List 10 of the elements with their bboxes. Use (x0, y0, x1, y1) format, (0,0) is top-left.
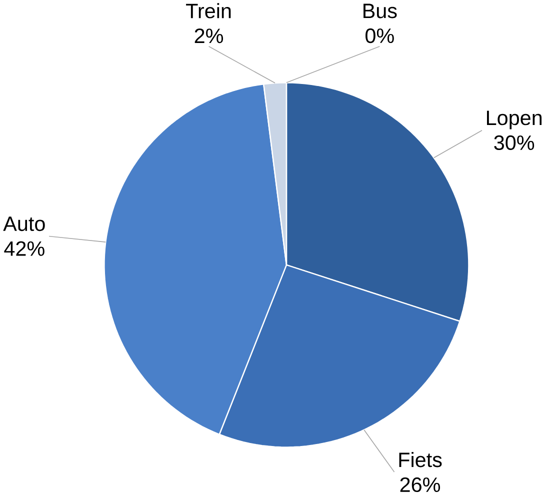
data-label: 42% (4, 241, 44, 256)
data-label: 2% (194, 28, 224, 44)
data-label: 26% (400, 477, 440, 492)
text: 0% (366, 28, 394, 44)
category-label: Bus (364, 4, 397, 18)
slice-label: Auto (3, 216, 45, 231)
slice-label: Lopen (487, 110, 542, 130)
slice-label: Fiets (399, 452, 442, 468)
slice-label: Trein (186, 3, 231, 18)
data-label: 30% (494, 135, 534, 150)
